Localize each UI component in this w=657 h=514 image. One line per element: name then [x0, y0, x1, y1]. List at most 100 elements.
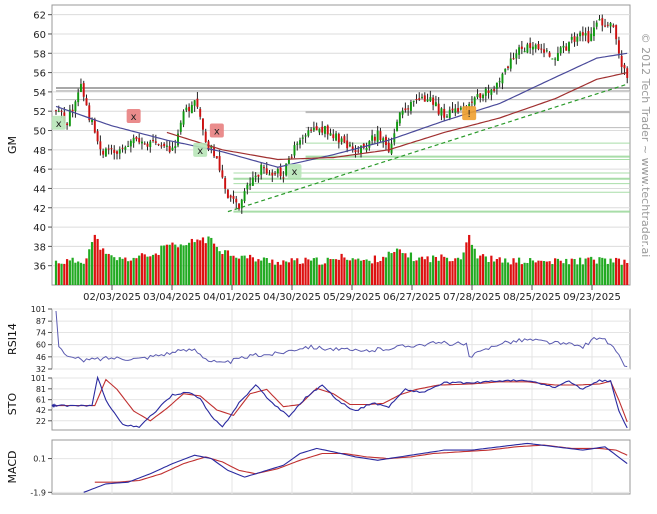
volume-bar	[459, 259, 462, 285]
macd-line	[83, 442, 628, 493]
candle-body	[423, 95, 426, 102]
volume-bar	[348, 260, 352, 285]
volume-bar	[540, 260, 543, 285]
volume-bar	[506, 262, 510, 285]
candle-body	[468, 103, 471, 107]
rsi-y-ticks: 101 87 74 60 46 32	[31, 305, 52, 374]
candle-body	[204, 131, 207, 142]
rsi-label: RSI14	[6, 323, 19, 355]
volume-bar	[243, 255, 246, 285]
indicator-tick-label: 60	[36, 341, 46, 350]
volume-bar	[282, 260, 285, 285]
candle-body	[396, 121, 399, 132]
price-tick-label: 50	[33, 127, 46, 138]
candle-body	[152, 139, 155, 141]
volume-bar	[434, 257, 438, 285]
candle-body	[615, 25, 618, 40]
volume-bar	[404, 253, 407, 285]
candle-body	[348, 144, 351, 147]
volume-bar	[395, 248, 399, 285]
volume-bar	[310, 260, 313, 285]
candle-body	[82, 83, 85, 97]
indicator-tick-label: 61	[36, 396, 46, 405]
volume-bar	[285, 261, 288, 285]
sell-signal-label: x	[214, 127, 220, 138]
candle-body	[132, 137, 135, 144]
volume-bar	[590, 256, 593, 285]
candle-body	[271, 172, 274, 176]
candle-body	[193, 100, 196, 106]
volume-bar	[107, 253, 110, 285]
candle-body	[77, 92, 80, 103]
volume-bar	[104, 253, 108, 285]
volume-bar	[190, 238, 193, 285]
volume-bar	[165, 244, 169, 285]
volume-bar	[562, 263, 565, 285]
candle-body	[163, 143, 166, 147]
candle-body	[495, 82, 498, 89]
sell-signal-marker	[126, 109, 141, 124]
volume-bar	[174, 244, 177, 285]
candle-body	[484, 88, 487, 96]
volume-bar	[232, 255, 235, 285]
volume-bar	[371, 263, 374, 285]
volume-bar	[448, 261, 451, 285]
candle-body	[299, 140, 301, 145]
macd-panel-frame	[51, 439, 631, 495]
candle-body	[490, 89, 493, 95]
candle-body	[171, 147, 174, 151]
candle-body	[507, 66, 509, 68]
volume-bar	[509, 264, 512, 285]
volume-bar	[334, 259, 338, 285]
volume-bar	[393, 251, 396, 285]
candle-body	[543, 49, 546, 53]
price-tick-label: 40	[33, 223, 46, 234]
volume-bar	[323, 263, 327, 285]
candle-body	[376, 130, 379, 142]
moving-average-line	[55, 52, 628, 168]
volume-bar	[556, 258, 560, 285]
candle-body	[559, 47, 562, 54]
candle-body	[387, 142, 390, 152]
candle-body	[540, 48, 543, 50]
volume-bar	[132, 257, 135, 285]
candle-body	[79, 83, 82, 92]
volume-bar	[523, 262, 526, 285]
volume-bar	[74, 262, 77, 285]
volume-bar	[60, 263, 63, 285]
volume-bar	[246, 258, 249, 285]
volume-bar	[99, 249, 102, 285]
volume-bar	[315, 257, 318, 285]
candle-body	[71, 109, 74, 112]
buy-signal-marker	[287, 164, 302, 179]
candle-body	[160, 145, 163, 147]
indicator-tick-label: 81	[36, 385, 46, 394]
volume-bar	[251, 257, 254, 285]
candle-body	[529, 43, 532, 48]
candle-body	[55, 110, 57, 112]
date-tick-label: 06/27/2025	[383, 292, 441, 303]
volume-bar	[443, 256, 446, 285]
rsi-series-line	[55, 310, 628, 368]
volume-bar	[221, 254, 224, 285]
date-tick-label: 07/28/2025	[443, 292, 501, 303]
candle-body	[263, 167, 265, 169]
candle-body	[515, 53, 518, 59]
candle-body	[606, 24, 609, 26]
candle-body	[556, 52, 559, 61]
price-tick-label: 46	[33, 165, 46, 176]
candle-body	[523, 51, 526, 53]
candle-body	[373, 136, 376, 141]
volume-bar	[124, 257, 127, 285]
volume-bar	[554, 258, 557, 285]
volume-bar	[415, 260, 418, 285]
sto-grid	[52, 377, 630, 430]
volume-bar	[606, 263, 609, 285]
volume-bar	[257, 259, 260, 285]
candle-body	[623, 64, 626, 69]
buy-signal-marker	[193, 142, 208, 157]
date-tick-label: 02/03/2025	[83, 292, 141, 303]
candle-body	[240, 199, 243, 209]
candle-body	[573, 36, 576, 42]
volume-bar	[271, 259, 274, 285]
